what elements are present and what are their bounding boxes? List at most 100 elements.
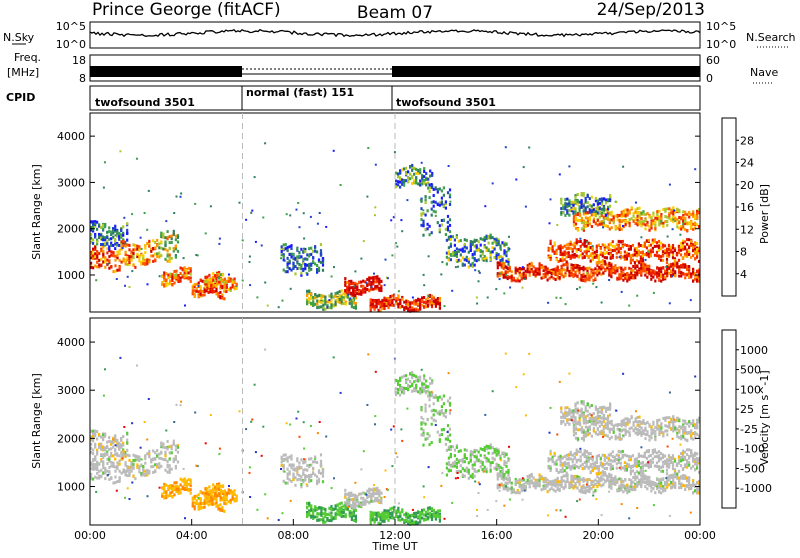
power-cell bbox=[588, 278, 590, 281]
power-cell bbox=[694, 242, 696, 245]
velocity-cell bbox=[320, 514, 322, 517]
velocity-cell bbox=[287, 456, 289, 459]
velocity-cell bbox=[175, 485, 177, 488]
power-cell bbox=[642, 254, 644, 257]
power-cell bbox=[507, 271, 509, 274]
freq-ytick-high: 18 bbox=[72, 54, 86, 67]
power-cell bbox=[662, 259, 664, 262]
velocity-cell bbox=[358, 502, 360, 505]
velocity-cell bbox=[106, 470, 108, 473]
power-cell bbox=[450, 245, 452, 248]
velocity-cell bbox=[96, 477, 98, 480]
velocity-cell bbox=[173, 493, 175, 496]
power-cell bbox=[588, 255, 590, 258]
power-cell bbox=[339, 290, 341, 293]
power-cell bbox=[433, 200, 435, 203]
velocity-cell bbox=[310, 508, 312, 511]
velocity-cell bbox=[328, 507, 330, 510]
power-cell bbox=[604, 244, 606, 247]
power-cell bbox=[692, 223, 694, 226]
velocity-cell bbox=[171, 496, 173, 499]
power-noise bbox=[505, 274, 507, 276]
power-cell bbox=[415, 176, 417, 179]
velocity-cell bbox=[397, 391, 399, 394]
velocity-cell bbox=[429, 515, 431, 518]
power-cell bbox=[543, 275, 545, 278]
power-cell bbox=[389, 303, 391, 306]
power-cell bbox=[606, 246, 608, 249]
power-cell bbox=[664, 244, 666, 247]
velocity-cell bbox=[374, 492, 376, 495]
power-cell bbox=[601, 203, 603, 206]
nave-ytick-high: 60 bbox=[706, 54, 720, 67]
power-cell bbox=[632, 254, 634, 257]
power-cell bbox=[568, 247, 570, 250]
power-cell bbox=[690, 222, 692, 225]
power-cell bbox=[637, 207, 639, 210]
power-cell bbox=[599, 216, 601, 219]
power-cell bbox=[413, 181, 415, 184]
power-noise bbox=[367, 147, 369, 149]
power-noise bbox=[669, 302, 671, 304]
power-cell bbox=[425, 195, 427, 198]
power-noise bbox=[579, 238, 581, 240]
velocity-cell bbox=[160, 444, 162, 447]
velocity-cell bbox=[221, 509, 223, 512]
power-cell bbox=[351, 303, 353, 306]
velocity-cell bbox=[169, 471, 171, 474]
power-cell bbox=[608, 274, 610, 277]
power-cell bbox=[612, 254, 614, 257]
power-cell bbox=[407, 170, 409, 173]
velocity-cell bbox=[417, 376, 419, 379]
velocity-cell bbox=[110, 443, 112, 446]
power-cell bbox=[188, 277, 190, 280]
power-cell bbox=[557, 266, 559, 269]
velocity-cell bbox=[423, 383, 425, 386]
velocity-cell bbox=[318, 513, 320, 516]
power-cell bbox=[421, 296, 423, 299]
velocity-cell bbox=[330, 512, 332, 515]
power-cell bbox=[686, 273, 688, 276]
velocity-cell bbox=[94, 466, 96, 469]
power-cell bbox=[586, 245, 588, 248]
power-cell bbox=[529, 268, 531, 271]
power-noise bbox=[284, 260, 286, 262]
power-noise bbox=[478, 280, 480, 282]
power-cell bbox=[114, 243, 116, 246]
power-cell bbox=[658, 269, 660, 272]
power-cell bbox=[648, 271, 650, 274]
power-cell bbox=[156, 239, 158, 242]
power-cell bbox=[692, 270, 694, 273]
power-cell bbox=[496, 257, 498, 260]
power-cell bbox=[422, 220, 424, 223]
power-noise bbox=[522, 287, 524, 289]
power-cell bbox=[564, 263, 566, 266]
power-cell bbox=[650, 272, 652, 275]
velocity-cell bbox=[372, 500, 374, 503]
velocity-cell bbox=[415, 389, 417, 392]
velocity-cell bbox=[405, 380, 407, 383]
velocity-cell bbox=[316, 512, 318, 515]
velocity-cell bbox=[320, 463, 322, 466]
velocity-cell bbox=[383, 520, 385, 523]
velocity-cell bbox=[389, 513, 391, 516]
power-cell bbox=[553, 277, 555, 280]
power-cell bbox=[600, 268, 602, 271]
velocity-cell bbox=[326, 513, 328, 516]
power-cell bbox=[171, 241, 173, 244]
power-cell bbox=[433, 296, 435, 299]
power-cell bbox=[594, 256, 596, 259]
velocity-cell bbox=[397, 380, 399, 383]
velocity-cell bbox=[292, 468, 294, 471]
power-cell bbox=[574, 201, 576, 204]
power-cell bbox=[575, 217, 577, 220]
power-cell bbox=[171, 257, 173, 260]
power-noise bbox=[431, 183, 433, 185]
power-noise bbox=[396, 246, 398, 248]
power-cell bbox=[682, 210, 684, 213]
power-noise bbox=[492, 182, 494, 184]
power-cell bbox=[616, 252, 618, 255]
power-cell bbox=[215, 289, 217, 292]
power-cell bbox=[210, 290, 212, 293]
